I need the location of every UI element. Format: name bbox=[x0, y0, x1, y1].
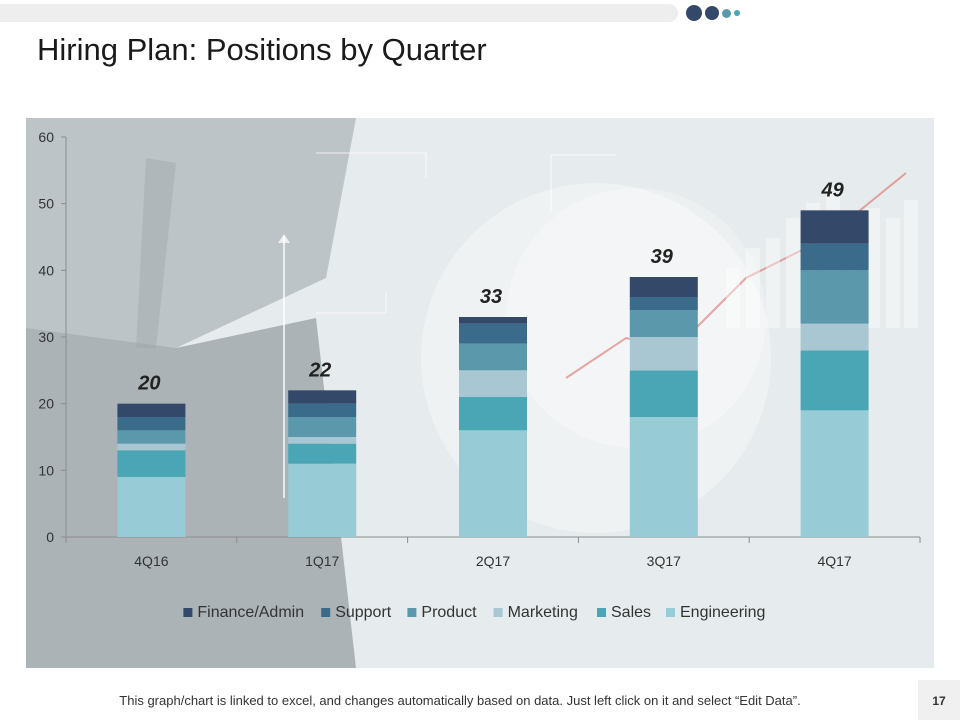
x-tick-label: 4Q16 bbox=[134, 553, 168, 569]
bar-segment-sales bbox=[288, 443, 357, 464]
page-number: 17 bbox=[932, 694, 946, 708]
bar-segment-support bbox=[800, 243, 869, 271]
bar-segment-finance-admin bbox=[629, 277, 698, 297]
legend-swatch-product bbox=[407, 608, 417, 617]
bar-segment-sales bbox=[459, 397, 527, 431]
bar-segment-support bbox=[117, 417, 186, 431]
decorative-dots bbox=[686, 4, 740, 22]
legend-label: Marketing bbox=[508, 604, 578, 621]
x-tick-label: 4Q17 bbox=[817, 553, 851, 569]
legend-label: Product bbox=[421, 604, 477, 621]
legend-swatch-sales bbox=[597, 608, 606, 617]
bar-segment-finance-admin bbox=[288, 390, 357, 404]
bar-segment-marketing bbox=[288, 437, 357, 444]
legend-label: Sales bbox=[611, 604, 651, 621]
legend-label: Engineering bbox=[680, 604, 765, 621]
y-tick-label: 10 bbox=[38, 462, 54, 478]
total-data-label: 20 bbox=[137, 373, 160, 395]
legend-swatch-engineering bbox=[666, 608, 675, 617]
bar-segment-marketing bbox=[459, 370, 527, 397]
bar-segment-support bbox=[288, 403, 357, 417]
bar-segment-marketing bbox=[117, 443, 186, 451]
y-tick-label: 50 bbox=[38, 196, 54, 212]
dot-1 bbox=[686, 5, 702, 21]
bar-segment-engineering bbox=[459, 430, 527, 537]
bar-segment-product bbox=[117, 430, 186, 444]
top-accent-bar bbox=[0, 4, 678, 22]
bar-segment-engineering bbox=[117, 477, 186, 537]
total-data-label: 22 bbox=[308, 359, 331, 381]
footer-note-row: This graph/chart is linked to excel, and… bbox=[0, 693, 960, 708]
total-data-label: 39 bbox=[651, 246, 674, 268]
total-data-label: 33 bbox=[480, 286, 502, 308]
bar-segment-marketing bbox=[629, 337, 698, 371]
legend-label: Support bbox=[335, 604, 392, 621]
legend-swatch-finance-admin bbox=[183, 608, 193, 617]
footer-note: This graph/chart is linked to excel, and… bbox=[119, 693, 801, 708]
x-tick-label: 1Q17 bbox=[305, 553, 339, 569]
bar-segment-finance-admin bbox=[117, 403, 186, 417]
slide-title: Hiring Plan: Positions by Quarter bbox=[37, 32, 487, 67]
dot-2 bbox=[705, 6, 719, 20]
bar-segment-engineering bbox=[288, 463, 357, 537]
page-number-box: 17 bbox=[918, 680, 960, 720]
stacked-bar-chart: 0 10 20 30 40 50 60 4Q16 1Q17 2Q17 3Q17 4Q17 20 22 33 3… bbox=[38, 129, 921, 621]
y-tick-label: 40 bbox=[38, 262, 54, 278]
bar-segment-product bbox=[800, 270, 869, 324]
total-data-label: 49 bbox=[820, 179, 844, 201]
legend-swatch-marketing bbox=[493, 608, 503, 617]
bar-segment-engineering bbox=[800, 410, 869, 537]
bar-segment-marketing bbox=[800, 323, 869, 351]
bar-segment-product bbox=[629, 310, 698, 337]
x-tick-label: 3Q17 bbox=[647, 553, 681, 569]
bar-segment-sales bbox=[117, 450, 186, 477]
dot-3 bbox=[722, 8, 731, 18]
bar-segment-engineering bbox=[629, 417, 698, 537]
legend-swatch-support bbox=[321, 608, 331, 617]
bar-segment-sales bbox=[800, 350, 869, 411]
bar-segment-finance-admin bbox=[800, 210, 869, 244]
bar-segment-sales bbox=[629, 370, 698, 417]
y-tick-label: 0 bbox=[46, 529, 54, 545]
y-tick-label: 20 bbox=[38, 396, 54, 412]
y-tick-label: 30 bbox=[38, 329, 54, 345]
bar-segment-finance-admin bbox=[459, 317, 527, 324]
bar-segment-support bbox=[459, 323, 527, 344]
legend-label: Finance/Admin bbox=[197, 604, 304, 621]
bar-segment-product bbox=[288, 417, 357, 437]
x-tick-label: 2Q17 bbox=[476, 553, 510, 569]
y-tick-label: 60 bbox=[38, 129, 54, 145]
bar-segment-support bbox=[629, 297, 698, 311]
dot-4 bbox=[734, 10, 740, 16]
bar-segment-product bbox=[459, 343, 527, 371]
